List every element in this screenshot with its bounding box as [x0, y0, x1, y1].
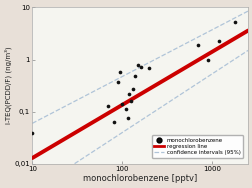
X-axis label: monochlorobenzene [pptv]: monochlorobenzene [pptv]: [83, 174, 197, 183]
Point: [138, 65, 142, 68]
Point: [232, 21, 236, 24]
Point: [129, 100, 133, 103]
Point: [30, 131, 34, 134]
Point: [123, 107, 128, 110]
Point: [136, 64, 140, 67]
Point: [118, 70, 122, 74]
Point: [147, 67, 151, 70]
Point: [196, 43, 200, 46]
Point: [120, 103, 124, 106]
Point: [130, 88, 134, 91]
Point: [216, 39, 220, 42]
Point: [133, 75, 137, 78]
Legend: monochlorobenzene, regression line, confidence intervals (95%): monochlorobenzene, regression line, conf…: [151, 135, 242, 158]
Point: [205, 58, 209, 61]
Point: [125, 117, 129, 120]
Point: [127, 92, 131, 95]
Y-axis label: I-TEQ(PCDD/F) (ng/m³): I-TEQ(PCDD/F) (ng/m³): [5, 47, 12, 124]
Point: [116, 80, 120, 83]
Point: [106, 104, 110, 107]
Point: [111, 120, 115, 123]
